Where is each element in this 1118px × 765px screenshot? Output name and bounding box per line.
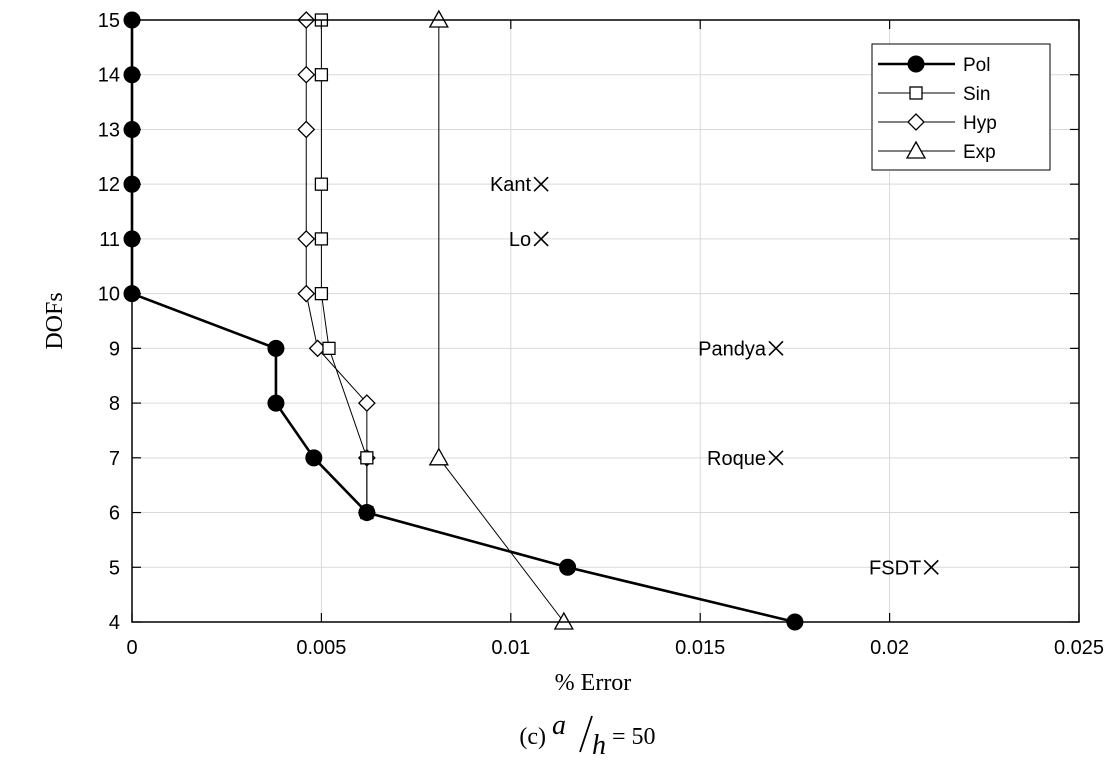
y-tick-label: 15 [98,10,120,32]
annotation-cross-mark [923,559,939,575]
legend-label-sin: Sin [963,84,990,105]
data-point-sin [314,177,329,191]
annotation-label: Lo [509,229,531,251]
legend-marker-pol [907,55,925,73]
annotation-kant: Kant [490,174,549,196]
data-point-hyp [297,229,316,248]
annotation-cross-mark [768,340,784,356]
data-point-sin [360,451,374,465]
caption-fraction-slash [579,715,593,753]
data-point-pol [559,558,577,576]
legend-entry-exp: Exp [878,140,996,163]
y-axis-label: DOFs [42,292,68,349]
data-point-pol [358,504,376,522]
y-tick-label: 6 [109,503,120,525]
legend-entry-pol: Pol [878,55,990,76]
caption-numerator: a [552,710,566,741]
y-tick-label: 12 [98,174,120,196]
y-tick-label: 7 [109,448,120,470]
legend-entry-hyp: Hyp [878,113,997,134]
legend: Pol Sin Hyp Exp [871,43,1051,171]
caption-denominator: h [592,730,606,761]
x-tick-label: 0.025 [1054,637,1104,659]
y-tick-label: 8 [109,393,120,415]
data-point-pol [267,339,285,357]
legend-marker-hyp [907,113,925,131]
x-tick-label: 0 [126,637,137,659]
data-point-sin [322,341,336,356]
x-tick-label: 0.01 [491,637,530,659]
annotation-label: Kant [490,174,532,196]
annotation-label: Pandya [698,338,767,360]
data-point-hyp [297,120,316,139]
data-point-exp [428,9,449,28]
legend-label-exp: Exp [963,142,996,163]
series-hyp [297,11,376,522]
annotation-pandya: Pandya [698,338,784,360]
series-exp [428,9,574,630]
y-tick-label: 13 [98,119,120,141]
y-tick-label: 14 [98,65,120,87]
x-tick-label: 0.015 [675,637,725,659]
data-point-hyp [297,284,316,303]
data-point-sin [314,68,329,82]
data-point-hyp [297,65,316,84]
ticks: 0 0.005 0.01 0.015 0.02 0.025 4 5 6 7 8 9 10 11 12 13 14… [98,10,1104,659]
x-axis-label: % Error [555,670,632,696]
data-point-exp [553,611,574,630]
annotation-layer: Kant Lo Pandya Roque FSDT [490,174,939,579]
data-point-sin [314,232,329,246]
data-point-exp [428,447,449,466]
y-tick-label: 4 [109,612,120,634]
legend-label-hyp: Hyp [963,113,997,134]
y-tick-label: 5 [109,557,120,579]
x-tick-label: 0.005 [296,637,346,659]
data-point-sin [314,286,329,301]
caption-prefix: (c) [519,724,546,750]
data-point-pol [305,449,323,467]
plot-frame [131,19,1080,623]
grid [132,20,1079,622]
legend-marker-sin [909,86,923,100]
annotation-lo: Lo [509,229,549,251]
legend-marker-exp [905,140,927,159]
annotation-cross-mark [533,231,549,247]
x-tick-label: 0.02 [870,637,909,659]
y-tick-label: 9 [109,338,120,360]
y-tick-label: 10 [98,284,120,306]
caption-suffix: = 50 [612,724,656,750]
data-point-hyp [357,394,376,413]
series-line-sin [320,20,368,513]
y-tick-label: 11 [99,229,120,251]
annotation-fsdt: FSDT [869,557,939,579]
annotation-cross-mark [768,450,784,466]
annotation-label: Roque [707,448,766,470]
annotation-label: FSDT [869,557,921,579]
data-point-pol [267,394,285,412]
annotation-cross-mark [533,176,549,192]
caption: (c) a h = 50 [519,710,655,761]
legend-label-pol: Pol [963,55,990,76]
legend-entry-sin: Sin [878,84,990,105]
annotation-roque: Roque [707,448,784,470]
